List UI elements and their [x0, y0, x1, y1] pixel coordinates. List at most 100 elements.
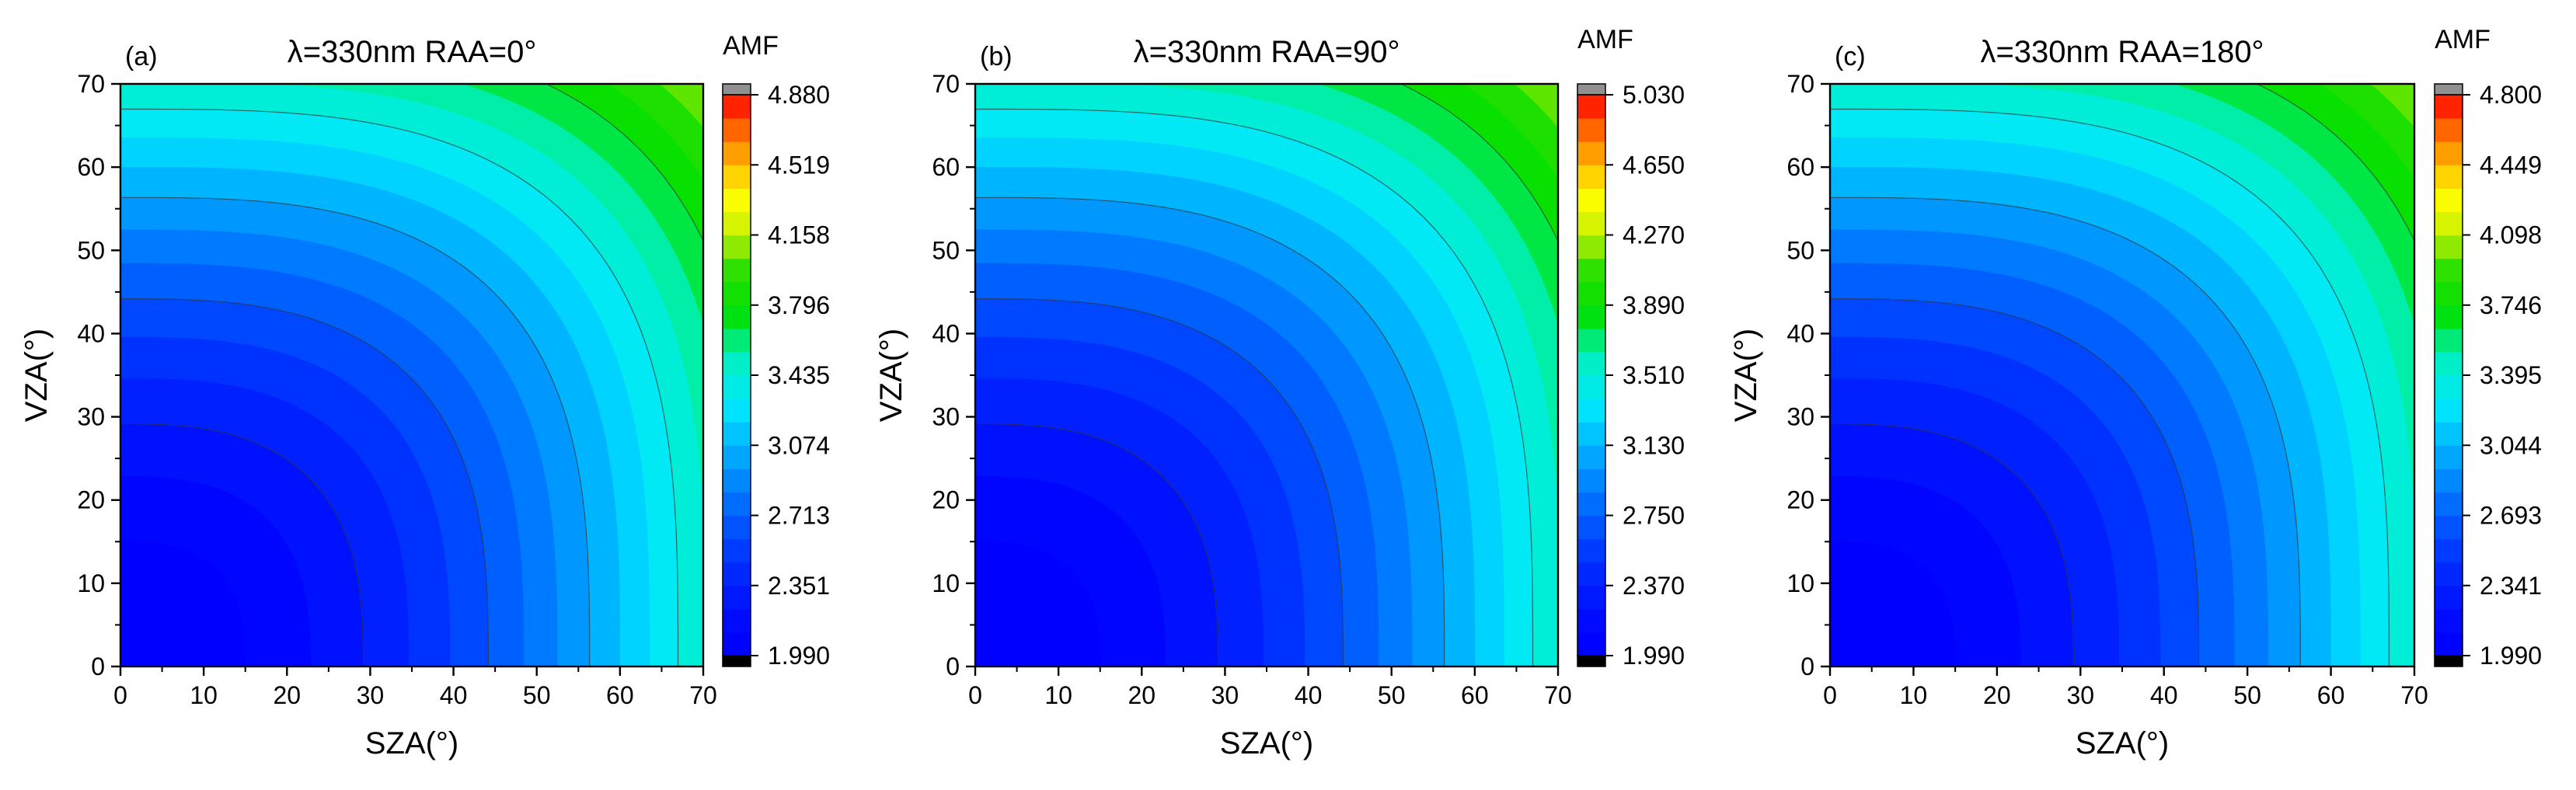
colorbar-band	[2435, 165, 2463, 189]
y-tick-label: 10	[1786, 569, 1814, 597]
y-tick-label: 60	[932, 153, 960, 181]
contour-line	[1830, 108, 2390, 666]
colorbar-tick-label: 2.713	[768, 502, 830, 530]
colorbar-title: AMF	[723, 31, 779, 61]
colorbar-band	[723, 95, 751, 119]
y-tick-label: 10	[77, 569, 105, 597]
colorbar-tick-label: 2.370	[1623, 572, 1685, 600]
y-axis-label: VZA(°)	[1729, 329, 1763, 422]
colorbar-band	[2435, 95, 2463, 119]
panel-label: (b)	[980, 42, 1013, 71]
colorbar-tick-label: 4.270	[1623, 221, 1685, 249]
colorbar-tick-label: 3.890	[1623, 291, 1685, 319]
contour-line	[1400, 84, 1558, 242]
colorbar-band	[2435, 515, 2463, 540]
y-tick-label: 50	[1786, 236, 1814, 264]
colorbar-band	[1577, 188, 1605, 213]
colorbar-band	[723, 468, 751, 493]
colorbar-band	[723, 398, 751, 423]
y-tick-label: 70	[77, 70, 105, 98]
x-tick-label: 60	[606, 681, 634, 709]
colorbar-band	[723, 235, 751, 259]
colorbar-band	[2435, 608, 2463, 633]
x-tick-label: 40	[2150, 681, 2178, 709]
colorbar-tick-label: 3.044	[2480, 431, 2542, 459]
colorbar-band	[2435, 562, 2463, 586]
colorbar-band	[1577, 632, 1605, 656]
y-tick-label: 20	[77, 486, 105, 514]
panel-3: 0 10 20 30 40 50 60 70 0 10 20 30 40 50 60 70 SZA(°) VZA(…	[1729, 25, 2542, 760]
colorbar-band	[2435, 585, 2463, 610]
colorbar-band	[723, 281, 751, 306]
x-tick-label: 70	[1544, 681, 1572, 709]
colorbar-title: AMF	[2435, 25, 2491, 54]
colorbar-band	[1577, 608, 1605, 633]
colorbar-tick-label: 3.130	[1623, 431, 1685, 459]
contour-band	[975, 541, 1101, 666]
contour-line	[2256, 84, 2414, 242]
colorbar-band	[2435, 118, 2463, 142]
colorbar-band	[723, 211, 751, 236]
y-tick-label: 40	[1786, 319, 1814, 347]
colorbar-band	[1577, 398, 1605, 423]
colorbar-band	[1577, 585, 1605, 610]
contour-line	[975, 108, 1534, 666]
x-tick-label: 50	[1378, 681, 1406, 709]
colorbar-tick-label: 1.990	[768, 642, 830, 670]
x-tick-label: 60	[2317, 681, 2345, 709]
x-tick-label: 30	[2066, 681, 2094, 709]
contour-line	[545, 84, 703, 242]
colorbar-over-cap	[1577, 83, 1606, 96]
y-tick-label: 0	[91, 653, 105, 680]
colorbar-tick-label: 3.074	[768, 431, 830, 459]
colorbar-tick-label: 1.990	[2480, 642, 2542, 670]
colorbar-band	[723, 585, 751, 610]
contour-line	[120, 108, 679, 666]
colorbar-tick-label: 1.990	[1623, 642, 1685, 670]
y-tick-label: 70	[1786, 70, 1814, 98]
x-tick-label: 60	[1461, 681, 1489, 709]
y-tick-label: 20	[1786, 486, 1814, 514]
contour-line	[120, 197, 591, 666]
colorbar-over-cap	[2434, 83, 2463, 96]
colorbar-tick-label: 4.519	[768, 151, 830, 179]
panel-1: 0 10 20 30 40 50 60 70 0 10 20 30 40 50 60 70 SZA(°) VZA(…	[19, 31, 830, 760]
colorbar-tick-label: 4.800	[2480, 81, 2542, 109]
colorbar-band	[723, 258, 751, 283]
contour-field	[120, 84, 703, 666]
colorbar-tick-label: 2.750	[1623, 502, 1685, 530]
colorbar-band	[2435, 305, 2463, 329]
x-axis-label: SZA(°)	[365, 726, 458, 760]
y-tick-label: 60	[1786, 153, 1814, 181]
colorbar-band	[1577, 562, 1605, 586]
colorbar-tick-label: 4.650	[1623, 151, 1685, 179]
colorbar-band	[1577, 211, 1605, 236]
colorbar-band	[1577, 258, 1605, 283]
x-tick-label: 30	[1211, 681, 1239, 709]
y-tick-label: 0	[946, 653, 960, 680]
colorbar-band	[1577, 305, 1605, 329]
contour-line	[1830, 298, 2200, 666]
x-tick-label: 40	[440, 681, 468, 709]
colorbar-tick-label: 2.693	[2480, 502, 2542, 530]
y-tick-label: 0	[1800, 653, 1814, 680]
colorbar-band	[1577, 375, 1605, 399]
y-tick-label: 30	[77, 403, 105, 431]
colorbar-band	[2435, 538, 2463, 563]
colorbar-band	[1577, 328, 1605, 353]
contour-line	[1830, 423, 2074, 666]
colorbar-band	[723, 445, 751, 469]
colorbar-band	[1577, 538, 1605, 563]
colorbar-tick-label: 4.158	[768, 221, 830, 249]
contour-line	[975, 298, 1344, 666]
x-tick-label: 10	[1044, 681, 1072, 709]
colorbar-band	[1577, 141, 1605, 165]
colorbar-band	[2435, 632, 2463, 656]
y-tick-label: 30	[932, 403, 960, 431]
colorbar-tick-label: 3.510	[1623, 361, 1685, 389]
colorbar-band	[1577, 118, 1605, 142]
colorbar-band	[2435, 375, 2463, 399]
y-tick-label: 40	[77, 319, 105, 347]
colorbar-band	[723, 118, 751, 142]
colorbar-band	[2435, 351, 2463, 376]
